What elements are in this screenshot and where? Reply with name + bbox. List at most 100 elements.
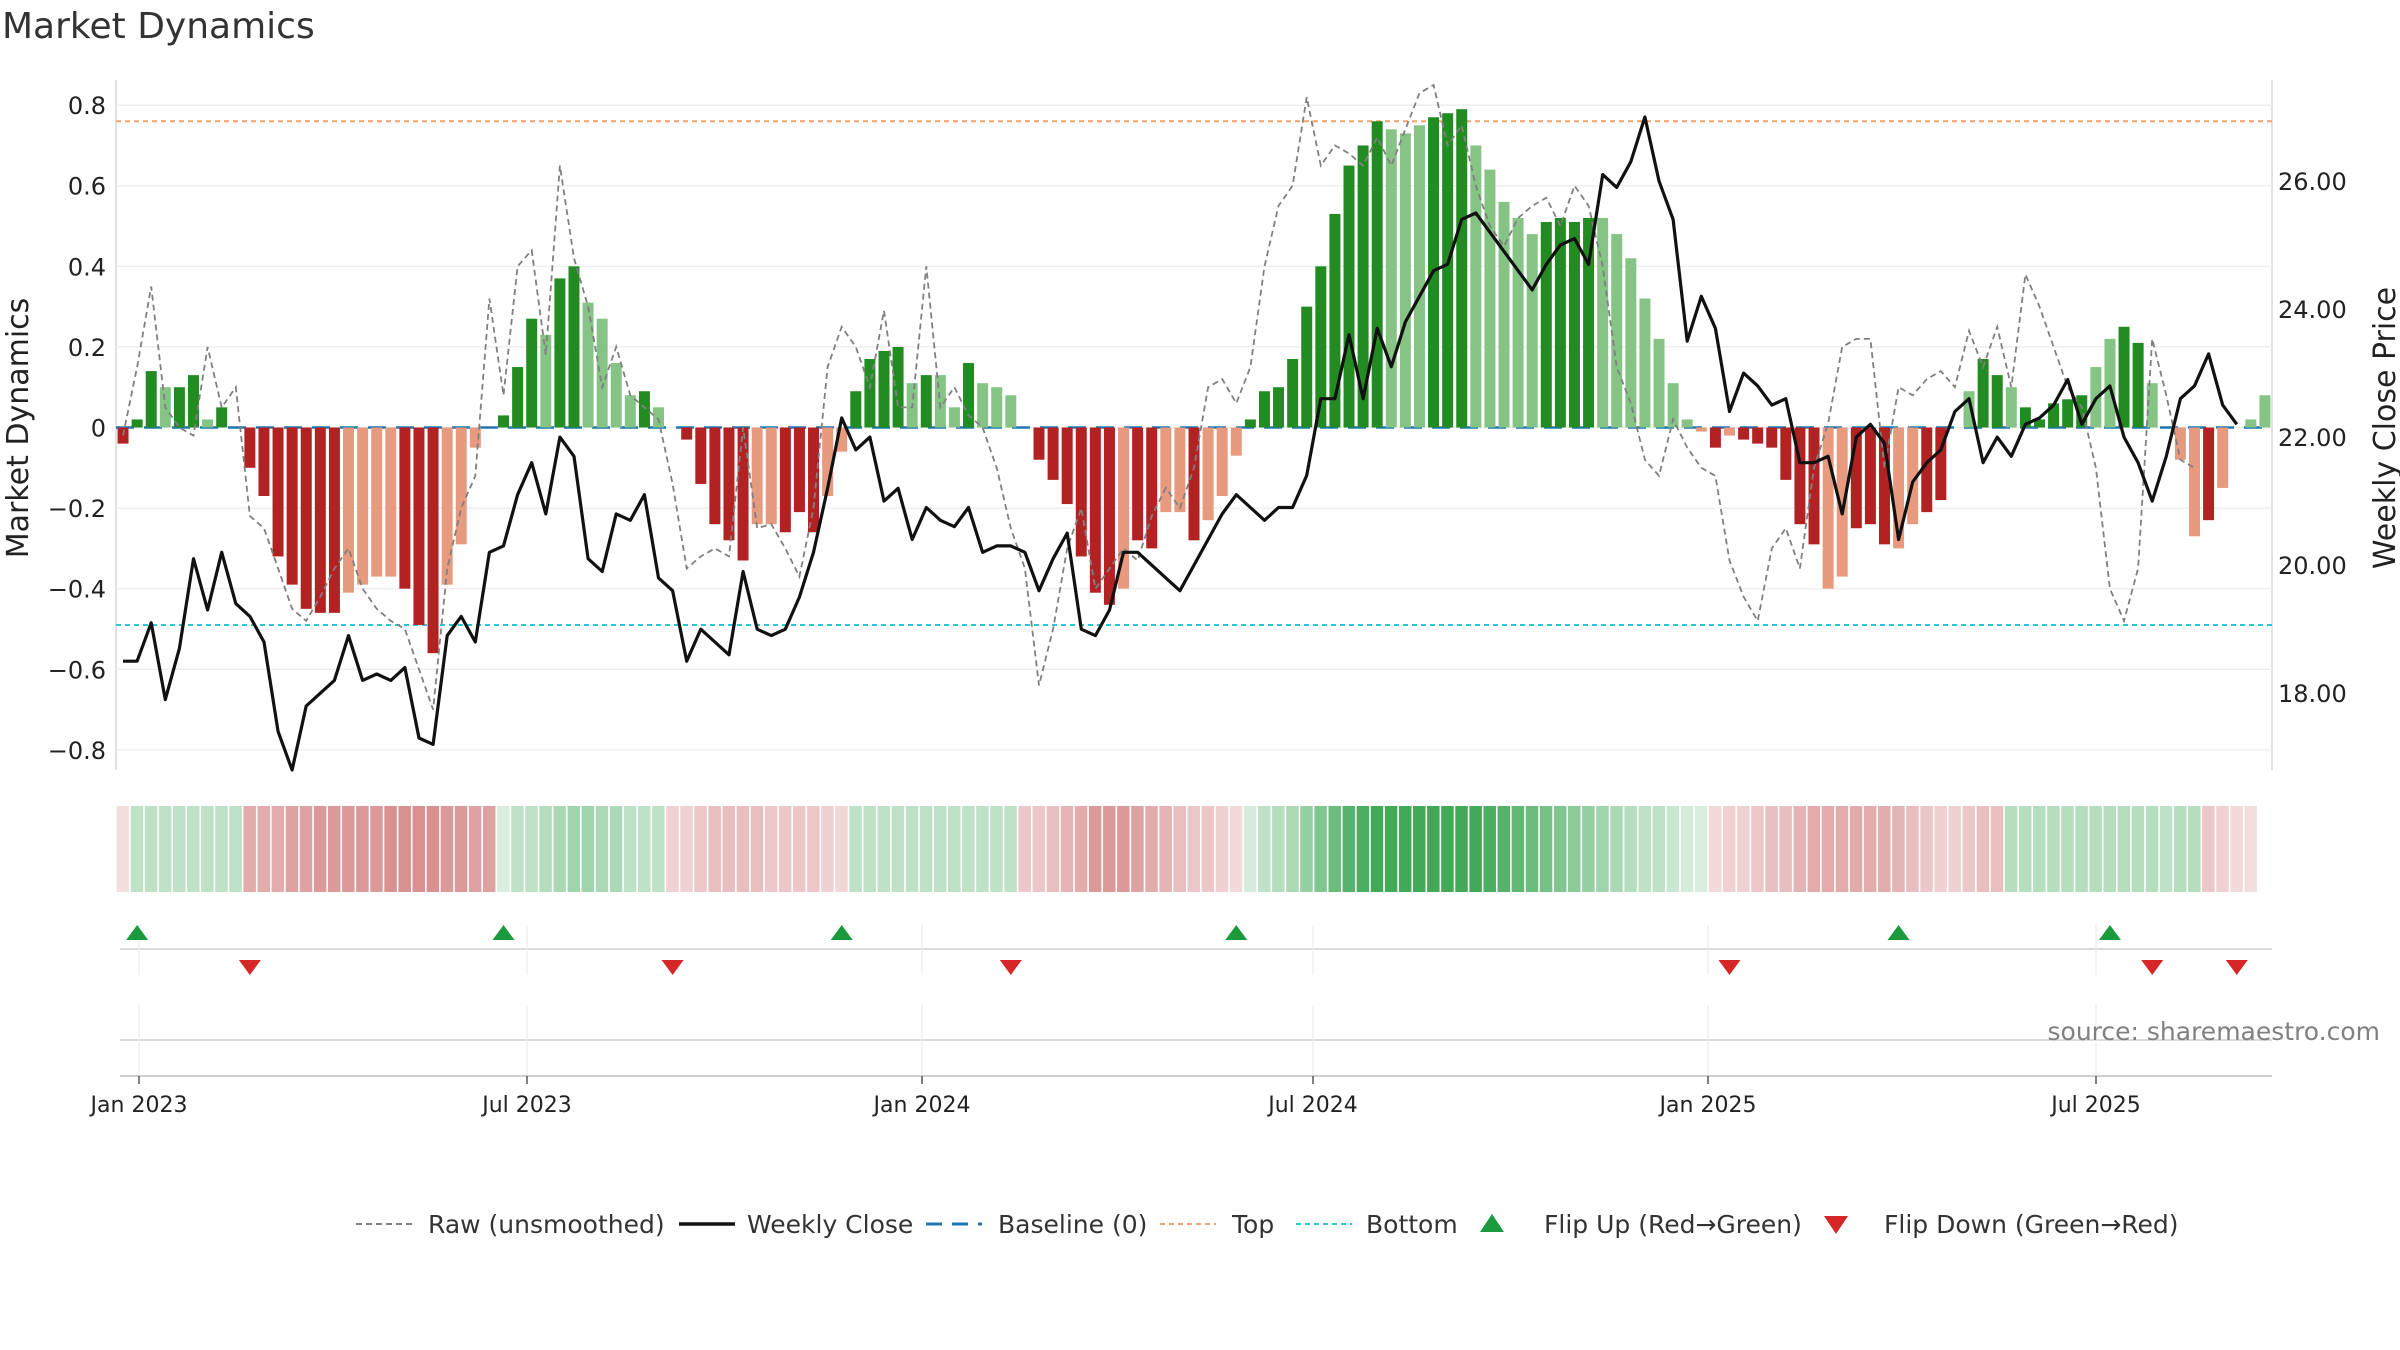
signal-cell xyxy=(158,806,172,892)
signal-cell xyxy=(440,806,454,892)
signal-cell xyxy=(327,806,341,892)
signal-cell xyxy=(1060,806,1074,892)
signal-cell xyxy=(1483,806,1496,892)
bar xyxy=(779,427,791,533)
x-tick-label: Jan 2023 xyxy=(89,1093,188,1118)
bar xyxy=(1780,427,1792,480)
signal-cell xyxy=(1878,806,1891,892)
signal-cell xyxy=(1920,806,1933,892)
left-axis: 0.8 0.6 0.4 0.2 0 −0.2 −0.4 −0.6 −0.8 xyxy=(48,92,106,765)
signal-cell xyxy=(2188,806,2201,892)
x-axis: Jan 2023 Jul 2023 Jan 2024 Jul 2024 Jan 2025… xyxy=(89,1005,2272,1118)
flip-up-marker xyxy=(2098,925,2121,940)
right-axis: 26.00 24.00 22.00 20.00 18.00 xyxy=(2278,168,2347,708)
right-axis-label: Weekly Close Price xyxy=(2368,287,2400,569)
bar xyxy=(1089,427,1101,593)
signal-cell xyxy=(567,806,581,892)
bar xyxy=(202,419,214,428)
signal-cell xyxy=(1708,806,1722,892)
bar xyxy=(1230,427,1242,456)
signal-cell xyxy=(1258,806,1271,892)
flip-up-marker xyxy=(1225,925,1248,940)
signal-cell xyxy=(1835,806,1849,892)
bar xyxy=(2118,326,2130,428)
y-tick-label-left: 0.8 xyxy=(68,92,106,120)
bar xyxy=(1681,419,1693,428)
signal-cell xyxy=(807,806,820,892)
signal-cell xyxy=(1215,806,1229,892)
legend-label: Flip Down (Green→Red) xyxy=(1884,1210,2179,1239)
bar xyxy=(1864,427,1876,525)
bar xyxy=(314,427,326,613)
y-tick-label-right: 20.00 xyxy=(2278,552,2347,580)
signal-cell xyxy=(215,806,228,892)
signal-cell xyxy=(849,806,862,892)
bar xyxy=(709,427,721,525)
signal-cell xyxy=(778,806,792,892)
bar xyxy=(385,427,397,577)
signal-cell xyxy=(2004,806,2018,892)
bar xyxy=(1709,427,1721,448)
signal-cell xyxy=(666,806,679,892)
bar xyxy=(1399,133,1411,428)
legend-label: Raw (unsmoothed) xyxy=(428,1210,665,1239)
bar xyxy=(1329,213,1341,428)
bar xyxy=(1921,427,1933,513)
bar xyxy=(427,427,439,654)
signal-cell xyxy=(1145,806,1158,892)
signal-cell xyxy=(2103,806,2116,892)
bar xyxy=(2217,427,2229,488)
signal-cell xyxy=(257,806,271,892)
bar xyxy=(1695,427,1707,432)
signal-cell xyxy=(1300,806,1313,892)
bar xyxy=(1568,222,1580,428)
signal-cell xyxy=(1032,806,1046,892)
bar xyxy=(455,427,467,545)
bar xyxy=(1075,427,1087,557)
bar xyxy=(1878,427,1890,545)
bar xyxy=(1625,258,1637,428)
chart-title: Market Dynamics xyxy=(2,6,315,47)
signal-cell xyxy=(144,806,158,892)
bar xyxy=(836,427,848,452)
signal-cell xyxy=(835,806,848,892)
signal-cell xyxy=(201,806,214,892)
bar xyxy=(1850,427,1862,529)
bar xyxy=(1132,427,1144,541)
bar xyxy=(272,427,284,557)
signal-cell xyxy=(2244,806,2257,892)
bar xyxy=(286,427,298,585)
signal-cell xyxy=(2202,806,2215,892)
x-tick-label: Jul 2025 xyxy=(2049,1093,2141,1118)
bar xyxy=(723,427,735,541)
bar xyxy=(1315,266,1327,428)
signal-cell xyxy=(1934,806,1947,892)
y-tick-label-right: 18.00 xyxy=(2278,680,2347,708)
signal-cell xyxy=(1413,806,1426,892)
flip-down-marker xyxy=(999,960,1022,975)
signal-cell xyxy=(1582,806,1595,892)
source-text: source: sharemaestro.com xyxy=(2048,1017,2381,1046)
bar xyxy=(1977,359,1989,428)
y-tick-label-left: −0.8 xyxy=(48,737,106,765)
signal-cell xyxy=(1680,806,1694,892)
bar xyxy=(244,427,256,468)
bar xyxy=(977,383,989,428)
bar xyxy=(638,391,650,428)
signal-cell xyxy=(454,806,468,892)
flip-up-marker xyxy=(126,925,149,940)
signal-cell xyxy=(1779,806,1792,892)
signal-cell xyxy=(187,806,200,892)
signal-cell xyxy=(1441,806,1454,892)
signal-cell xyxy=(1765,806,1778,892)
bar xyxy=(695,427,707,484)
bar xyxy=(1597,217,1609,428)
bar xyxy=(1061,427,1073,505)
bar xyxy=(1287,359,1299,428)
bar xyxy=(2132,342,2144,428)
signal-cell xyxy=(637,806,651,892)
flip-up-marker xyxy=(1887,925,1910,940)
bar xyxy=(1357,145,1369,428)
signal-cell xyxy=(2131,806,2145,892)
signal-cell xyxy=(990,806,1003,892)
